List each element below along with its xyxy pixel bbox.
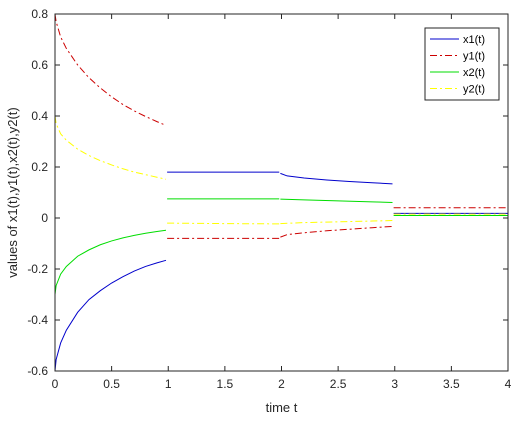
x-tick-label: 2 — [278, 377, 285, 391]
y-tick-label: -0.4 — [27, 313, 48, 327]
x-axis-label: time t — [266, 400, 298, 415]
x-tick-label: 4 — [505, 377, 512, 391]
legend-label: x1(t) — [463, 34, 485, 46]
legend: x1(t) y1(t) x2(t) y2(t) — [424, 27, 500, 101]
legend-label: x2(t) — [463, 67, 485, 79]
y-axis-label: values of x1(t),y1(t),x2(t),y2(t) — [5, 107, 20, 277]
y-tick-label: 0 — [41, 211, 48, 225]
x-tick-label: 0 — [52, 377, 59, 391]
series-line-x2t-segment-3 — [280, 198, 393, 203]
series-layer — [54, 13, 508, 372]
legend-label: y2(t) — [463, 84, 485, 96]
x-tick-label: 2.5 — [330, 377, 347, 391]
series-line-x2t-segment-1 — [54, 229, 167, 295]
series-y1t — [54, 13, 508, 239]
y-tick-label: 0.4 — [31, 109, 48, 123]
y-tick-label: -0.6 — [27, 364, 48, 378]
legend-box — [424, 27, 500, 101]
series-line-y2t-segment-1 — [54, 115, 167, 180]
x-tick-label: 1.5 — [217, 377, 234, 391]
series-line-y2t-segment-2 — [167, 222, 280, 225]
series-line-x1t-segment-3 — [280, 172, 393, 185]
y-tick-label: 0.6 — [31, 58, 48, 72]
ticks-layer: 0 0.5 1 1.5 2 2.5 3 3.5 4 -0.6 -0.4 -0.2 0 0.2 0.4 0.6 0… — [27, 7, 511, 391]
series-line-y2t-segment-3 — [280, 220, 393, 225]
x-tick-label: 3 — [391, 377, 398, 391]
y-tick-label: 0.8 — [31, 7, 48, 21]
series-x1t — [54, 171, 508, 372]
y-tick-label: 0.2 — [31, 160, 48, 174]
series-line-y1t-segment-3 — [280, 225, 393, 238]
series-line-x1t-segment-1 — [54, 259, 167, 372]
x-tick-label: 3.5 — [443, 377, 460, 391]
legend-label: y1(t) — [463, 51, 485, 63]
x-tick-label: 0.5 — [103, 377, 120, 391]
series-x2t — [54, 198, 508, 295]
x-tick-label: 1 — [165, 377, 172, 391]
series-y2t — [54, 115, 508, 225]
y-tick-label: -0.2 — [27, 262, 48, 276]
